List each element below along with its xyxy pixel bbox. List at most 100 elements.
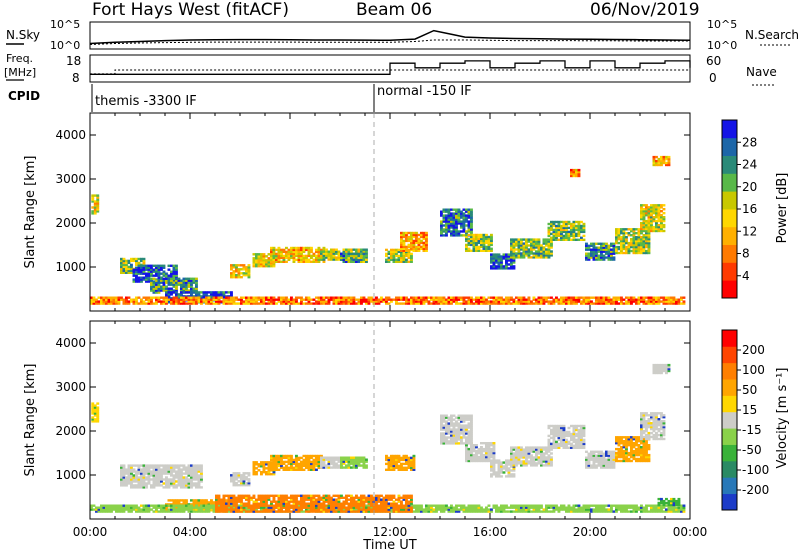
range-gate-cell <box>152 482 156 485</box>
range-gate-cell <box>527 252 531 255</box>
range-gate-cell <box>252 473 256 476</box>
range-gate-cell <box>265 255 268 258</box>
range-gate-cell <box>342 296 346 299</box>
range-gate-cell <box>355 456 358 459</box>
range-gate-cell <box>292 258 296 261</box>
range-gate-cell <box>335 250 338 253</box>
range-gate-cell <box>127 472 131 475</box>
range-gate-cell <box>637 444 641 447</box>
range-gate-cell <box>587 454 591 457</box>
range-gate-cell <box>500 267 503 270</box>
range-gate-cell <box>587 302 591 305</box>
range-gate-cell <box>627 436 631 439</box>
range-gate-cell <box>412 458 416 462</box>
range-gate-cell <box>655 433 658 437</box>
range-gate-cell <box>135 474 138 477</box>
range-gate-cell <box>647 210 651 213</box>
range-gate-cell <box>452 222 456 225</box>
range-gate-cell <box>542 448 546 451</box>
range-gate-cell <box>180 291 183 294</box>
range-gate-cell <box>467 442 471 445</box>
range-gate-cell <box>405 247 408 250</box>
range-gate-cell <box>420 300 423 303</box>
range-gate-cell <box>447 430 451 433</box>
range-gate-cell <box>150 268 153 271</box>
range-gate-cell <box>612 246 616 249</box>
range-gate-cell <box>390 466 393 469</box>
range-gate-cell <box>300 460 303 464</box>
range-gate-cell <box>162 272 166 275</box>
range-gate-cell <box>642 420 646 423</box>
range-gate-cell <box>187 474 191 477</box>
range-gate-cell <box>577 440 581 444</box>
range-gate-cell <box>460 432 463 435</box>
range-gate-cell <box>165 478 168 481</box>
range-gate-cell <box>645 455 648 459</box>
range-gate-cell <box>195 468 198 471</box>
range-gate-cell <box>650 221 653 225</box>
range-gate-cell <box>107 298 111 301</box>
range-gate-cell <box>252 469 256 472</box>
range-gate-cell <box>527 238 531 241</box>
range-gate-cell <box>557 230 561 234</box>
range-gate-cell <box>360 298 363 301</box>
range-gate-cell <box>647 437 651 441</box>
range-gate-cell <box>140 268 143 271</box>
range-gate-cell <box>302 250 306 254</box>
range-gate-cell <box>492 473 496 476</box>
range-gate-cell <box>652 219 656 223</box>
range-gate-cell <box>342 466 346 469</box>
range-gate-cell <box>535 458 538 461</box>
range-gate-cell <box>320 454 323 458</box>
range-gate-cell <box>447 424 451 427</box>
range-gate-cell <box>527 250 531 253</box>
range-gate-cell <box>422 296 426 299</box>
range-gate-cell <box>542 460 546 463</box>
range-gate-cell <box>132 278 136 281</box>
range-gate-cell <box>590 256 593 259</box>
range-gate-cell <box>232 276 236 279</box>
range-gate-cell <box>637 247 641 251</box>
range-gate-cell <box>335 466 338 469</box>
range-gate-cell <box>555 236 558 239</box>
range-gate-cell <box>272 246 276 250</box>
range-gate-cell <box>615 459 618 463</box>
range-gate-cell <box>452 208 456 211</box>
range-gate-cell <box>292 254 296 258</box>
range-gate-cell <box>455 234 458 237</box>
range-gate-cell <box>332 460 336 463</box>
range-gate-cell <box>662 300 666 303</box>
range-gate-cell <box>522 302 526 305</box>
range-gate-cell <box>272 302 276 305</box>
range-gate-cell <box>492 296 496 299</box>
range-gate-cell <box>587 296 591 299</box>
range-gate-cell <box>467 224 471 227</box>
range-gate-cell <box>450 428 453 431</box>
range-gate-cell <box>597 296 601 299</box>
range-gate-cell <box>450 222 453 225</box>
range-gate-cell <box>285 454 288 458</box>
range-gate-cell <box>580 224 583 228</box>
range-gate-cell <box>452 300 456 303</box>
range-gate-cell <box>467 426 471 429</box>
range-gate-cell <box>497 259 501 262</box>
range-gate-cell <box>152 468 156 471</box>
range-gate-cell <box>412 296 416 299</box>
range-gate-cell <box>310 254 313 258</box>
range-gate-cell <box>157 300 161 303</box>
range-gate-cell <box>427 296 431 299</box>
range-gate-cell <box>230 474 233 477</box>
range-gate-cell <box>345 258 348 261</box>
range-gate-cell <box>262 259 266 262</box>
range-gate-cell <box>130 298 133 301</box>
freq-panel-frame <box>89 54 691 83</box>
range-gate-cell <box>515 458 518 461</box>
range-gate-cell <box>330 254 333 257</box>
range-gate-cell <box>342 256 346 260</box>
range-gate-cell <box>96 198 100 201</box>
range-gate-cell <box>165 486 168 489</box>
range-gate-cell <box>145 268 148 271</box>
range-gate-cell <box>140 468 143 471</box>
range-gate-cell <box>657 159 661 163</box>
